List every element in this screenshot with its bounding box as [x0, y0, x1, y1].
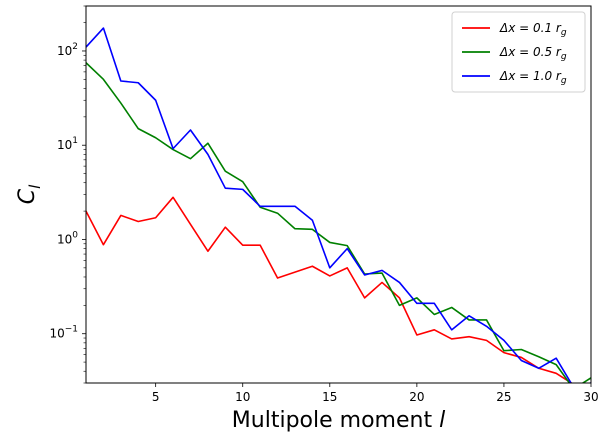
y-tick-label: 102: [57, 42, 78, 58]
y-tick-label-exponent: 2: [72, 42, 78, 52]
x-tick-label: 20: [409, 390, 424, 404]
x-tick-label: 10: [235, 390, 250, 404]
legend-label-main: Δx = 0.1: [499, 21, 556, 35]
legend-label-sub: g: [561, 28, 567, 38]
y-tick-label: 101: [57, 136, 78, 152]
series-line-1: [86, 196, 573, 383]
series-line-2: [86, 61, 591, 383]
series-line-3: [86, 27, 591, 383]
y-tick-label-base: 10: [49, 327, 64, 341]
x-tick-label: 25: [496, 390, 511, 404]
y-tick-label: 10−1: [49, 325, 78, 341]
legend-label-main: Δx = 1.0: [499, 69, 556, 83]
x-tick-label: 5: [152, 390, 160, 404]
legend-label: Δx = 1.0 rg: [499, 69, 567, 86]
legend-label: Δx = 0.1 rg: [499, 21, 567, 38]
legend-label: Δx = 0.5 rg: [499, 45, 567, 62]
x-axis-title: Multipole moment l: [232, 408, 445, 433]
legend-item-1: Δx = 0.1 rg: [462, 21, 567, 38]
legend-label-unit: r: [556, 69, 562, 83]
y-tick-label: 100: [57, 230, 78, 246]
y-tick-label-exponent: 0: [72, 230, 78, 240]
legend-item-2: Δx = 0.5 rg: [462, 45, 567, 62]
x-axis: 5 10 15 20 25 30: [152, 383, 599, 404]
x-tick-label: 30: [583, 390, 598, 404]
legend-label-sub: g: [561, 76, 567, 86]
x-axis-title-main: Multipole moment: [232, 408, 439, 433]
y-tick-label-base: 10: [57, 232, 72, 246]
y-tick-label-exponent: 1: [72, 136, 78, 146]
legend-label-unit: r: [556, 45, 562, 59]
y-tick-label-base: 10: [57, 44, 72, 58]
legend-label-sub: g: [561, 52, 567, 62]
x-axis-title-var: l: [439, 408, 445, 433]
legend-box: [451, 11, 586, 93]
y-tick-label-exponent: −1: [65, 325, 78, 335]
y-axis-title-sub: l: [26, 184, 44, 189]
y-axis-title-var: C: [15, 188, 40, 204]
y-axis-title: Cl: [15, 184, 44, 204]
legend-label-unit: r: [556, 21, 562, 35]
x-tick-label: 15: [322, 390, 337, 404]
legend-item-3: Δx = 1.0 rg: [462, 69, 567, 86]
series-layer: [86, 27, 591, 383]
y-tick-label-base: 10: [57, 138, 72, 152]
legend-label-main: Δx = 0.5: [499, 45, 556, 59]
